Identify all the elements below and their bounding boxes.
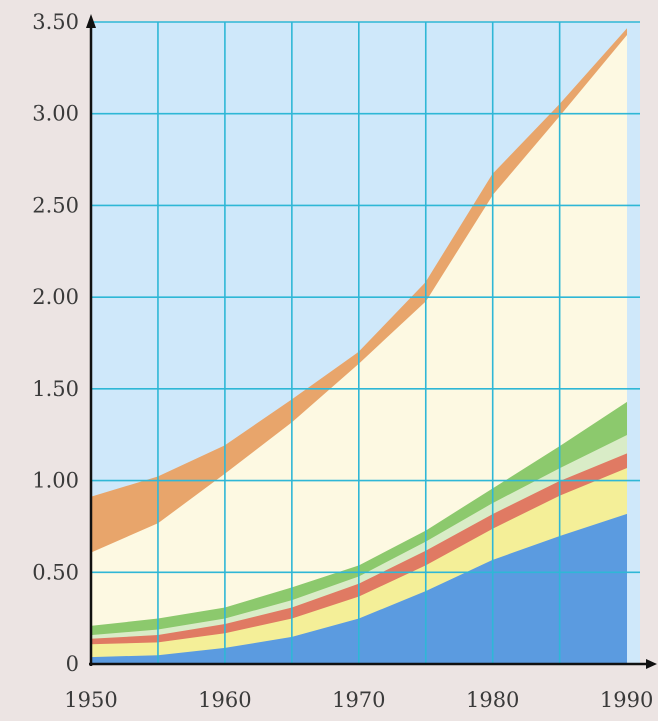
y-tick-labels: 0 0.50 1.00 1.50 2.00 2.50 3.00 3.50 [32,10,79,676]
y-tick-label: 1.50 [32,377,79,401]
x-tick-label: 1980 [466,688,519,712]
axes [86,14,657,669]
x-tick-label: 1950 [64,688,117,712]
x-tick-labels: 1950 1960 1970 1980 1990 [64,688,653,712]
x-tick-label: 1970 [332,688,385,712]
x-axis-arrow [646,659,657,669]
y-tick-label: 3.00 [32,102,79,126]
y-tick-label: 2.00 [32,285,79,309]
x-tick-label: 1990 [600,688,653,712]
y-tick-label: 0 [66,652,79,676]
y-tick-label: 3.50 [32,10,79,34]
y-tick-label: 2.50 [32,193,79,217]
grid-lines [91,21,640,664]
y-axis-arrow [86,14,96,28]
x-tick-label: 1960 [198,688,251,712]
y-tick-label: 1.00 [32,469,79,493]
y-tick-label: 0.50 [32,560,79,584]
